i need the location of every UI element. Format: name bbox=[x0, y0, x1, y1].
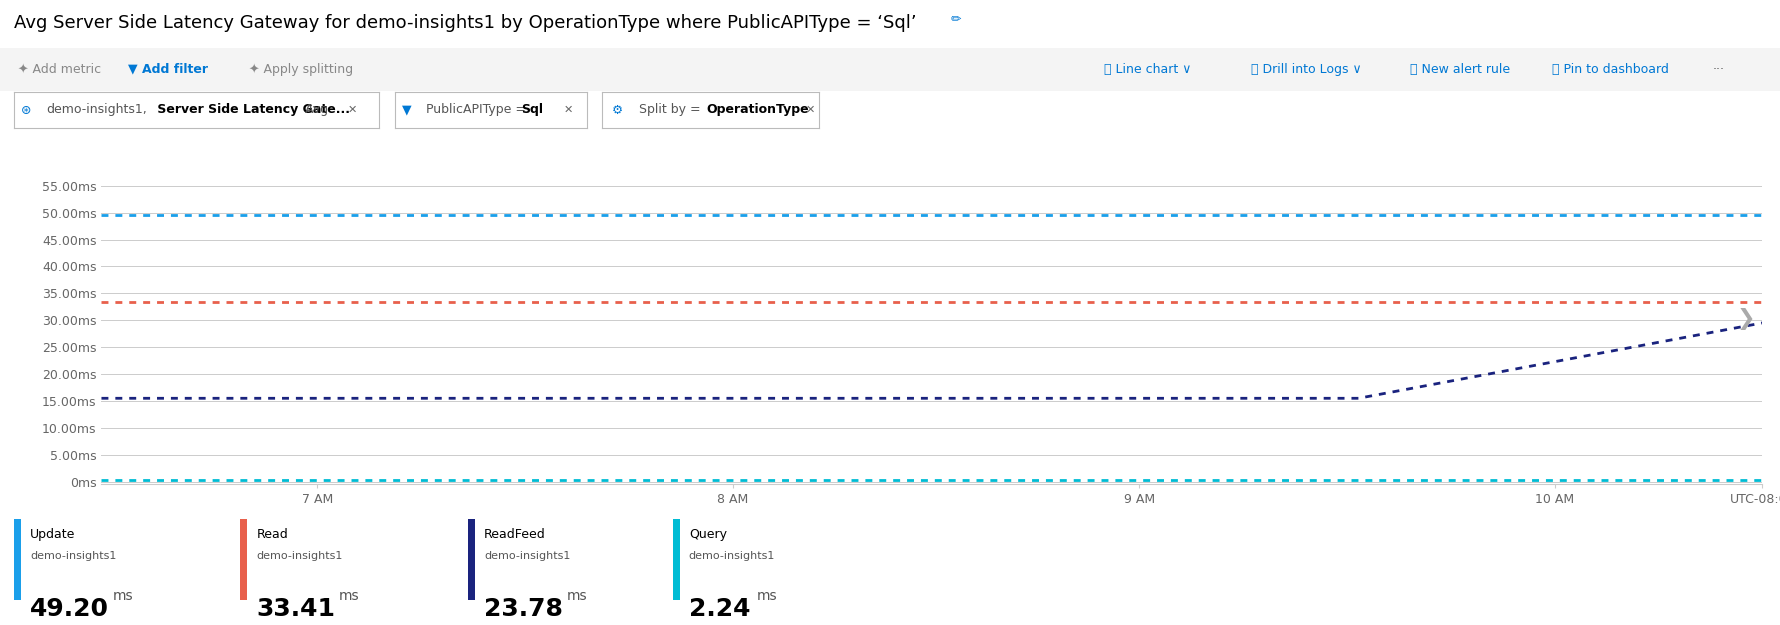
Text: 33.41: 33.41 bbox=[256, 597, 335, 621]
Text: 📈 Line chart ∨: 📈 Line chart ∨ bbox=[1104, 63, 1191, 76]
Text: Sql: Sql bbox=[522, 104, 543, 116]
Text: ✕: ✕ bbox=[799, 105, 815, 115]
Text: Split by =: Split by = bbox=[635, 104, 705, 116]
Text: ReadFeed: ReadFeed bbox=[484, 528, 546, 541]
Text: demo-insights1: demo-insights1 bbox=[484, 551, 571, 561]
Text: ···: ··· bbox=[1712, 63, 1725, 76]
Text: 🔔 New alert rule: 🔔 New alert rule bbox=[1410, 63, 1509, 76]
Text: ✕: ✕ bbox=[347, 105, 356, 115]
Text: Read: Read bbox=[256, 528, 288, 541]
Text: ❯: ❯ bbox=[1737, 308, 1755, 330]
Text: ⚙: ⚙ bbox=[612, 104, 623, 116]
Text: 23.78: 23.78 bbox=[484, 597, 562, 621]
Text: 2.24: 2.24 bbox=[689, 597, 751, 621]
Text: ms: ms bbox=[114, 589, 134, 603]
Text: ✏: ✏ bbox=[951, 14, 961, 27]
Text: ms: ms bbox=[568, 589, 587, 603]
Text: ms: ms bbox=[340, 589, 360, 603]
Text: ✕: ✕ bbox=[557, 105, 573, 115]
Text: 📌 Pin to dashboard: 📌 Pin to dashboard bbox=[1552, 63, 1670, 76]
Text: 49.20: 49.20 bbox=[30, 597, 109, 621]
Text: demo-insights1: demo-insights1 bbox=[689, 551, 776, 561]
Text: ms: ms bbox=[756, 589, 778, 603]
Text: ▼ Add filter: ▼ Add filter bbox=[128, 63, 208, 76]
Text: Avg Server Side Latency Gateway for demo-insights1 by OperationType where Public: Avg Server Side Latency Gateway for demo… bbox=[14, 14, 917, 32]
Text: Query: Query bbox=[689, 528, 726, 541]
Text: PublicAPIType =: PublicAPIType = bbox=[422, 104, 530, 116]
Text: ▼: ▼ bbox=[402, 104, 411, 116]
Text: Avg: Avg bbox=[301, 104, 328, 116]
Text: ✦ Add metric: ✦ Add metric bbox=[18, 63, 101, 76]
Text: OperationType: OperationType bbox=[707, 104, 810, 116]
Text: ✦ Apply splitting: ✦ Apply splitting bbox=[249, 63, 352, 76]
Text: Server Side Latency Gate...: Server Side Latency Gate... bbox=[153, 104, 351, 116]
Text: demo-insights1: demo-insights1 bbox=[256, 551, 344, 561]
Text: Update: Update bbox=[30, 528, 75, 541]
Text: demo-insights1,: demo-insights1, bbox=[46, 104, 148, 116]
Text: demo-insights1: demo-insights1 bbox=[30, 551, 117, 561]
Text: 📋 Drill into Logs ∨: 📋 Drill into Logs ∨ bbox=[1251, 63, 1362, 76]
Text: ⊛: ⊛ bbox=[21, 104, 32, 116]
